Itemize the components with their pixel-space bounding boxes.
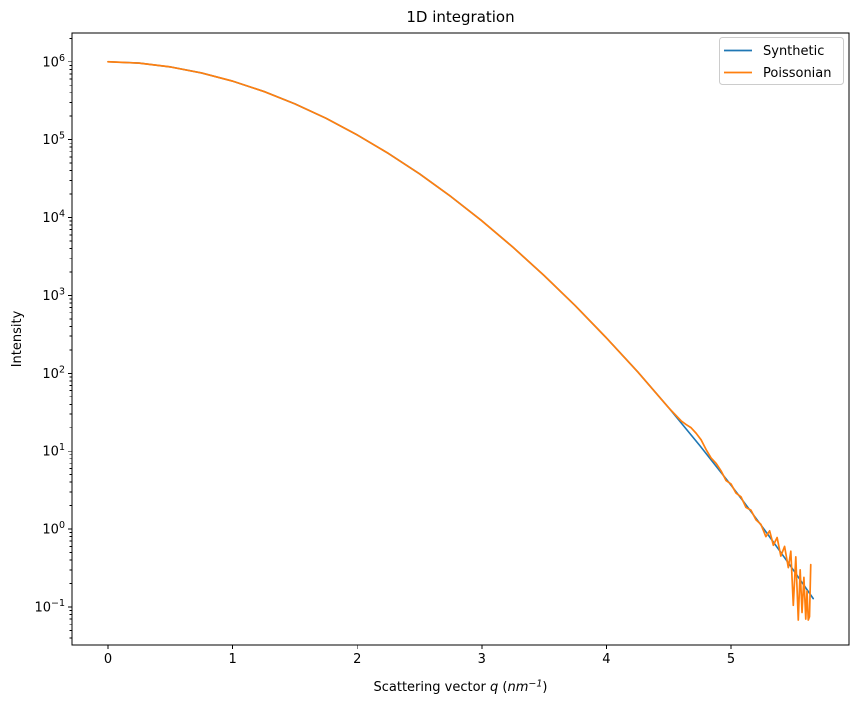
y-tick-label: 101 xyxy=(42,442,65,460)
y-tick-label: 100 xyxy=(42,520,65,538)
plot-title: 1D integration xyxy=(406,8,514,26)
y-tick-label: 10−1 xyxy=(34,598,65,616)
x-tick-label: 2 xyxy=(353,652,361,667)
x-tick-label: 0 xyxy=(104,652,112,667)
legend-label-poissonian: Poissonian xyxy=(763,66,832,81)
x-tick-label: 5 xyxy=(727,652,735,667)
legend-item-poissonian: Poissonian xyxy=(724,66,832,81)
x-axis-label: Scattering vector q (nm−1) xyxy=(374,679,548,696)
curves xyxy=(107,60,815,621)
x-tick-label: 3 xyxy=(478,652,486,667)
x-tick-label: 4 xyxy=(602,652,610,667)
y-tick-label: 103 xyxy=(42,286,65,304)
x-tick-label: 1 xyxy=(228,652,236,667)
plot-area xyxy=(71,32,850,646)
y-tick-label: 102 xyxy=(42,364,65,382)
y-tick-label: 105 xyxy=(42,131,65,149)
series-line-synthetic xyxy=(107,60,815,600)
axis-ticks: 0 1 2 3 4 5 106 105 104 103 102 101 100 10−1 xyxy=(34,37,735,667)
y-tick-label: 106 xyxy=(42,53,65,71)
y-axis-label: Intensity xyxy=(10,310,25,367)
legend: Synthetic Poissonian xyxy=(719,37,844,85)
y-tick-label: 104 xyxy=(42,209,65,227)
legend-item-synthetic: Synthetic xyxy=(724,44,824,59)
legend-label-synthetic: Synthetic xyxy=(763,44,824,59)
series-line-poissonian xyxy=(107,60,812,621)
